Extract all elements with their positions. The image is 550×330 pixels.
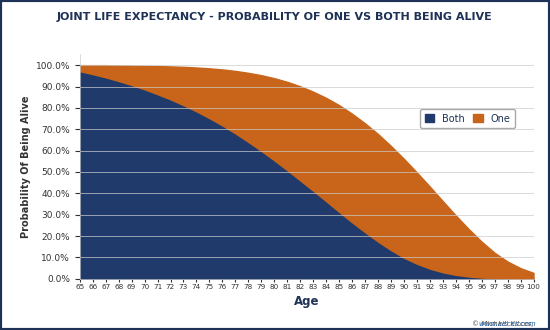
Y-axis label: Probability Of Being Alive: Probability Of Being Alive (21, 95, 31, 238)
Text: www.kitces.com: www.kitces.com (344, 321, 536, 327)
Legend: Both, One: Both, One (420, 109, 515, 128)
Text: JOINT LIFE EXPECTANCY - PROBABILITY OF ONE VS BOTH BEING ALIVE: JOINT LIFE EXPECTANCY - PROBABILITY OF O… (57, 12, 493, 21)
Text: © Michael Kitces,: © Michael Kitces, (472, 321, 536, 327)
X-axis label: Age: Age (294, 295, 320, 308)
